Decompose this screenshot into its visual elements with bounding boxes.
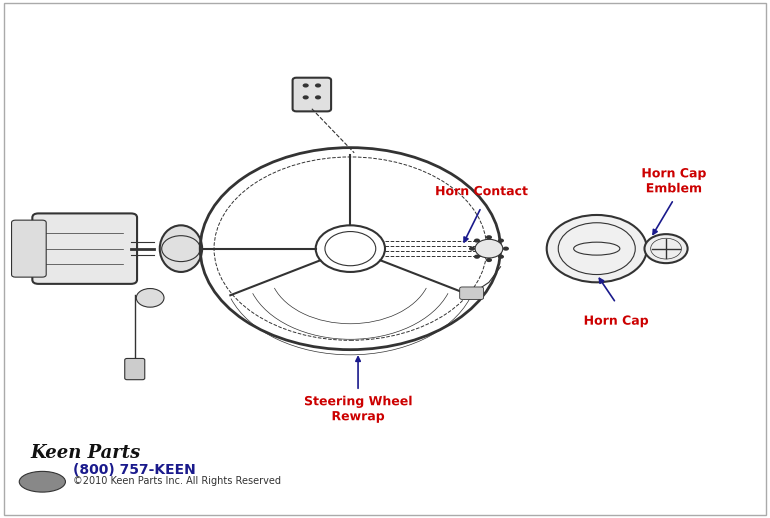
Circle shape	[644, 234, 688, 263]
Circle shape	[474, 255, 480, 259]
Text: Horn Cap
Emblem: Horn Cap Emblem	[641, 167, 706, 195]
Circle shape	[498, 238, 504, 242]
FancyBboxPatch shape	[460, 287, 484, 299]
Text: Keen Parts: Keen Parts	[31, 444, 141, 463]
FancyBboxPatch shape	[32, 213, 137, 284]
Text: (800) 757-KEEN: (800) 757-KEEN	[73, 463, 196, 477]
Circle shape	[469, 247, 475, 251]
Ellipse shape	[19, 471, 65, 492]
Text: Horn Contact: Horn Contact	[435, 185, 527, 198]
Text: ©2010 Keen Parts Inc. All Rights Reserved: ©2010 Keen Parts Inc. All Rights Reserve…	[73, 477, 281, 486]
Circle shape	[498, 255, 504, 259]
Text: Steering Wheel
Rewrap: Steering Wheel Rewrap	[304, 395, 412, 423]
Ellipse shape	[159, 225, 202, 272]
Circle shape	[315, 83, 321, 88]
Circle shape	[303, 95, 309, 99]
Circle shape	[486, 235, 492, 239]
Circle shape	[475, 239, 503, 258]
FancyBboxPatch shape	[125, 358, 145, 380]
FancyBboxPatch shape	[293, 78, 331, 111]
Circle shape	[474, 238, 480, 242]
Circle shape	[136, 289, 164, 307]
Text: Horn Cap: Horn Cap	[584, 314, 648, 328]
Circle shape	[486, 258, 492, 262]
Circle shape	[303, 83, 309, 88]
Circle shape	[315, 95, 321, 99]
FancyBboxPatch shape	[12, 220, 46, 277]
Circle shape	[503, 247, 509, 251]
Circle shape	[547, 215, 647, 282]
